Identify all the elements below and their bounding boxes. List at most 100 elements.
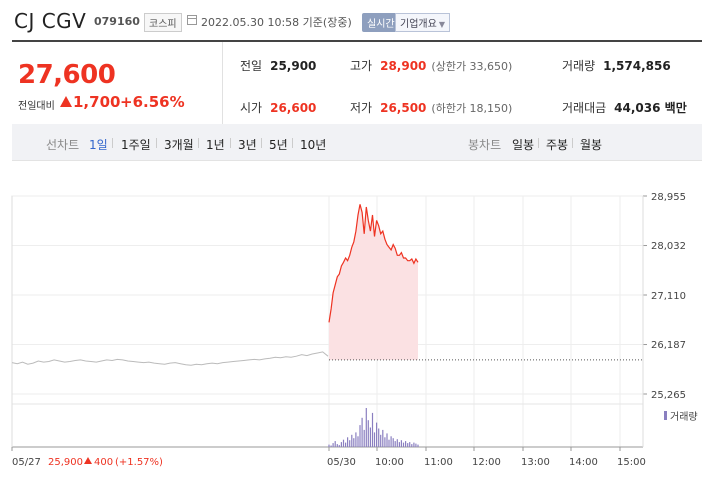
volume-bar <box>357 436 359 447</box>
today-line <box>328 204 419 323</box>
tab-1week[interactable]: 1주일 <box>121 138 151 152</box>
tab-weekly-candle[interactable]: 주봉 <box>546 138 569 152</box>
volume-bar <box>342 439 345 447</box>
volume-bar <box>365 408 367 447</box>
volume-bar <box>376 422 378 447</box>
trade-amount-value: 44,036 백만 <box>614 101 687 115</box>
change-value: 1,700 <box>60 93 120 111</box>
volume-bar <box>402 442 405 447</box>
current-price: 27,600 <box>18 60 116 90</box>
volume-bar <box>411 444 413 447</box>
calendar-icon <box>187 15 197 25</box>
x-tick-label: 05/30 <box>327 457 356 468</box>
high-label: 고가 <box>350 59 373 73</box>
volume-bar <box>398 442 400 447</box>
line-chart-label: 선차트 <box>46 138 80 152</box>
x-tick-label: 12:00 <box>472 457 501 468</box>
tab-1day[interactable]: 1일 <box>89 138 108 152</box>
volume-bar <box>405 441 407 447</box>
volume-bar <box>353 438 355 447</box>
tab-divider <box>156 138 157 148</box>
company-info-button[interactable]: 기업개요 ▼ <box>395 13 450 32</box>
volume-bar <box>382 429 384 447</box>
tab-divider <box>572 138 573 148</box>
volume-bar <box>369 427 371 447</box>
volume-bar <box>349 440 351 447</box>
volume-bar <box>394 441 396 447</box>
open-label: 시가 <box>240 101 263 115</box>
y-tick-label: 26,187 <box>651 340 686 351</box>
timestamp: 2022.05.30 10:58 기준(장중) <box>201 16 352 29</box>
today-area <box>329 204 418 360</box>
volume-bar <box>338 445 340 448</box>
volume-bar <box>345 442 347 447</box>
volume-bar <box>330 445 332 447</box>
volume-bar <box>417 444 419 447</box>
tab-divider <box>230 138 231 148</box>
volume-bar <box>386 433 388 447</box>
volume-legend: 거래량 <box>670 411 698 423</box>
x-tick-label: 10:00 <box>375 457 404 468</box>
y-tick-label: 27,110 <box>651 291 686 302</box>
y-tick-label: 28,955 <box>651 192 686 203</box>
x-tick-label: 13:00 <box>521 457 550 468</box>
tab-divider <box>538 138 539 148</box>
volume-bar <box>384 437 386 448</box>
tab-monthly-candle[interactable]: 월봉 <box>580 138 603 152</box>
volume-bar <box>378 428 380 447</box>
volume-bar <box>380 434 382 447</box>
tab-1year[interactable]: 1년 <box>206 138 225 152</box>
candle-chart-label: 봉차트 <box>468 138 502 152</box>
volume-bar <box>415 443 417 447</box>
trade-amount: 거래대금 44,036 백만 <box>562 99 687 116</box>
stock-header: CJ CGV 079160 코스피 2022.05.30 10:58 기준(장중… <box>0 0 702 40</box>
volume-bar <box>332 443 334 447</box>
lower-limit: (하한가 18,150) <box>431 102 513 115</box>
x-tick-label: 15:00 <box>617 457 646 468</box>
price-chart[interactable]: 28,955 28,032 27,110 26,187 25,265 거래량 0… <box>0 160 702 488</box>
market-badge: 코스피 <box>144 13 182 32</box>
price-box: 27,600 전일대비 1,700 +6.56% <box>12 42 223 124</box>
chart-tabs: 선차트 1일 1주일 3개월 1년 3년 5년 10년 봉차트 일봉 주봉 월봉 <box>12 124 702 161</box>
tab-5years[interactable]: 5년 <box>269 138 288 152</box>
tab-3months[interactable]: 3개월 <box>164 138 194 152</box>
tab-divider <box>292 138 293 148</box>
tab-3years[interactable]: 3년 <box>238 138 257 152</box>
open-price: 시가 26,600 <box>240 99 316 116</box>
y-tick-label: 28,032 <box>651 241 686 252</box>
tab-daily-candle[interactable]: 일봉 <box>512 138 535 152</box>
volume-bar <box>334 441 336 447</box>
realtime-button[interactable]: 실시간 <box>362 13 400 32</box>
y-tick-label: 25,265 <box>651 390 686 401</box>
prev-close-label: 전일 <box>240 59 263 73</box>
tab-divider <box>198 138 199 148</box>
tab-divider <box>261 138 262 148</box>
volume-bar <box>340 442 342 447</box>
trade-amount-label: 거래대금 <box>562 101 607 115</box>
quote-panel: 27,600 전일대비 1,700 +6.56% 전일 25,900 고가 28,9… <box>12 40 702 125</box>
prev-change: 400 <box>94 457 113 468</box>
volume-bar <box>347 437 349 448</box>
volume-bar <box>396 439 398 447</box>
high-price: 고가 28,900 (상한가 33,650) <box>350 57 512 74</box>
volume-bar <box>392 438 394 447</box>
prev-day-line <box>11 351 329 366</box>
change-label: 전일대비 <box>18 101 55 112</box>
open-value: 26,600 <box>270 101 317 115</box>
change-percent: +6.56% <box>120 93 185 111</box>
change-amount: 1,700 <box>73 93 121 111</box>
prev-close-value: 25,900 <box>270 59 317 73</box>
company-info-label: 기업개요 <box>400 19 437 30</box>
x-tick-label: 11:00 <box>424 457 453 468</box>
stock-code: 079160 <box>94 15 140 28</box>
low-label: 저가 <box>350 101 373 115</box>
volume-bar <box>390 436 392 447</box>
x-tick-label: 14:00 <box>569 457 598 468</box>
volume-bar <box>400 440 402 447</box>
up-triangle-icon <box>84 457 92 464</box>
up-triangle-icon <box>60 96 72 107</box>
tab-10years[interactable]: 10년 <box>300 138 327 152</box>
volume-bar <box>407 443 409 447</box>
prev-percent: (+1.57%) <box>115 457 163 468</box>
volume-bar <box>409 442 411 447</box>
